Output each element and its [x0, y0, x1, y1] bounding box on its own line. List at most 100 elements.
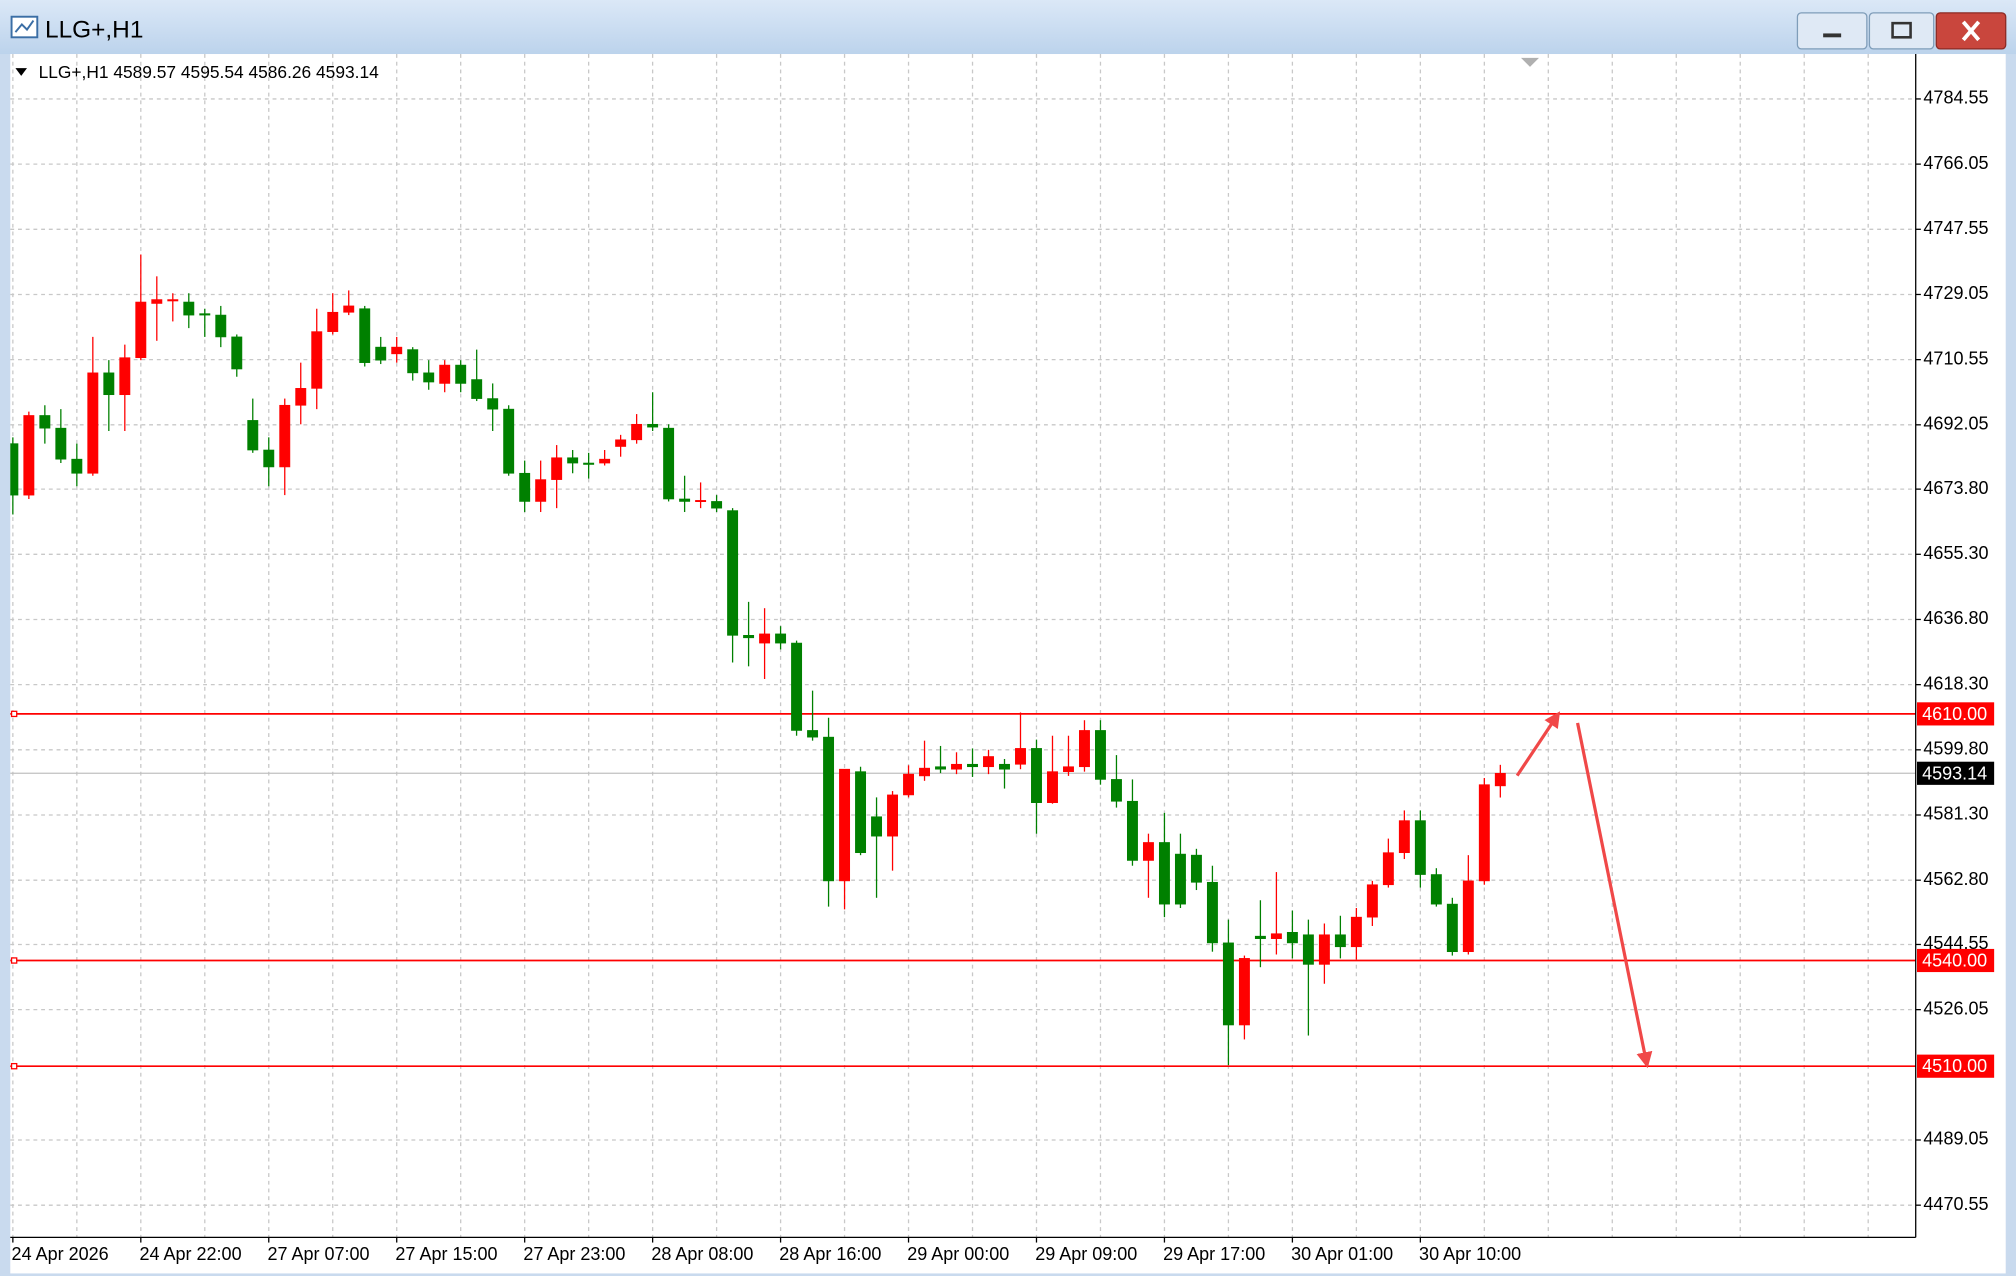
level-label-box	[1917, 702, 1995, 726]
x-tick-label: 29 Apr 00:00	[907, 1244, 1009, 1264]
y-tick-label: 4710.55	[1923, 348, 1988, 368]
close-button[interactable]	[1935, 12, 2007, 50]
y-tick-label: 4599.80	[1923, 739, 1988, 759]
candle-body	[983, 756, 994, 768]
candle-body	[1318, 934, 1330, 965]
candle-body	[647, 423, 659, 428]
y-tick-label: 4692.05	[1923, 414, 1988, 434]
candle-body	[1222, 942, 1234, 1026]
x-tick-label: 30 Apr 01:00	[1291, 1244, 1393, 1264]
level-label: 4540.00	[1922, 951, 1987, 971]
candle-body	[311, 331, 323, 389]
candle-body	[695, 500, 707, 503]
candle-body	[10, 443, 19, 496]
candle-body	[247, 420, 259, 451]
candle-body	[855, 771, 867, 854]
candle-body	[887, 794, 899, 837]
candle-body	[135, 301, 147, 359]
candle-body	[1350, 916, 1362, 948]
candle-body	[439, 364, 451, 384]
y-tick-label: 4784.55	[1923, 88, 1988, 108]
info-toggle[interactable]	[15, 68, 27, 76]
candle-body	[1174, 853, 1186, 905]
candle-body	[807, 730, 819, 738]
y-tick-label: 4636.80	[1923, 608, 1988, 628]
x-tick-label: 27 Apr 07:00	[267, 1244, 369, 1264]
candle-body	[1158, 842, 1170, 905]
x-tick-label: 28 Apr 08:00	[651, 1244, 753, 1264]
y-tick-label: 4729.05	[1923, 283, 1988, 303]
candle-body	[23, 415, 35, 496]
y-tick-label: 4673.80	[1923, 478, 1988, 498]
chart-shift-marker	[1521, 57, 1539, 67]
candle-body	[1254, 935, 1266, 939]
candle-body	[1063, 766, 1074, 772]
candle-body	[343, 305, 355, 313]
window-title: LLG+,H1	[45, 16, 143, 43]
symbol-info: LLG+,H1 4589.57 4595.54 4586.26 4593.14	[39, 62, 380, 82]
y-tick-label: 4655.30	[1923, 543, 1988, 563]
candle-body	[679, 498, 691, 502]
candle-body	[535, 479, 547, 502]
candle-body	[407, 349, 419, 374]
chart-background	[10, 54, 2006, 1274]
candle-body	[471, 379, 483, 399]
candle-body	[1047, 771, 1058, 803]
candle-body	[1270, 933, 1282, 939]
x-tick-label: 29 Apr 09:00	[1035, 1244, 1137, 1264]
candle-body	[167, 299, 179, 302]
x-tick-label: 27 Apr 15:00	[395, 1244, 497, 1264]
candle-body	[183, 301, 195, 316]
candle-body	[1398, 820, 1410, 854]
y-tick-label: 4470.55	[1923, 1194, 1988, 1214]
maximize-button[interactable]	[1868, 12, 1935, 50]
candle-body	[375, 346, 387, 361]
candle-body	[1302, 934, 1314, 965]
candle-body	[823, 736, 835, 882]
candle-body	[727, 510, 739, 636]
candle-body	[967, 763, 978, 768]
candle-body	[711, 501, 723, 509]
window-icon	[10, 15, 39, 39]
candle-body	[1031, 748, 1042, 803]
candle-body	[1079, 730, 1090, 768]
current-price-label: 4593.14	[1922, 763, 1987, 783]
candle-body	[87, 372, 99, 474]
candle-body	[1462, 880, 1474, 953]
candle-body	[1015, 748, 1026, 765]
y-tick-label: 4562.80	[1923, 869, 1988, 889]
y-tick-label: 4526.05	[1923, 998, 1988, 1018]
candle-body	[1366, 884, 1378, 918]
level-label-box	[1917, 948, 1995, 973]
candle-body	[759, 633, 771, 644]
candle-body	[151, 299, 163, 304]
grid	[10, 54, 1916, 1238]
candle-body	[231, 336, 243, 370]
candle-body	[119, 357, 131, 396]
x-tick-label: 24 Apr 22:00	[140, 1244, 242, 1264]
current-price-box	[1917, 761, 1995, 785]
axes: 4784.55 4766.05 4747.55 4729.05 4710.55 4692.…	[12, 88, 1989, 1264]
candle-body	[1334, 934, 1346, 948]
candle-body	[263, 449, 275, 468]
minimize-button[interactable]	[1796, 12, 1868, 50]
candle-body	[551, 457, 563, 480]
candle-body	[71, 458, 83, 474]
level-handle	[10, 1062, 18, 1070]
candle-body	[567, 457, 579, 464]
arrow-down	[1575, 722, 1653, 1069]
x-tick-label: 28 Apr 16:00	[779, 1244, 881, 1264]
candle-body	[631, 423, 643, 441]
levels: 4610.00 4540.00 4510.00 4593.14	[10, 702, 1995, 1078]
candle-body	[103, 372, 115, 396]
x-tick-label: 24 Apr 2026	[12, 1244, 109, 1264]
candle-body	[743, 635, 755, 639]
y-tick-label: 4489.05	[1923, 1129, 1988, 1149]
y-tick-label: 4766.05	[1923, 153, 1988, 173]
candle-body	[1238, 958, 1250, 1026]
candle-body	[775, 633, 787, 644]
candle-body	[1110, 779, 1122, 802]
candle-body	[1446, 903, 1458, 953]
